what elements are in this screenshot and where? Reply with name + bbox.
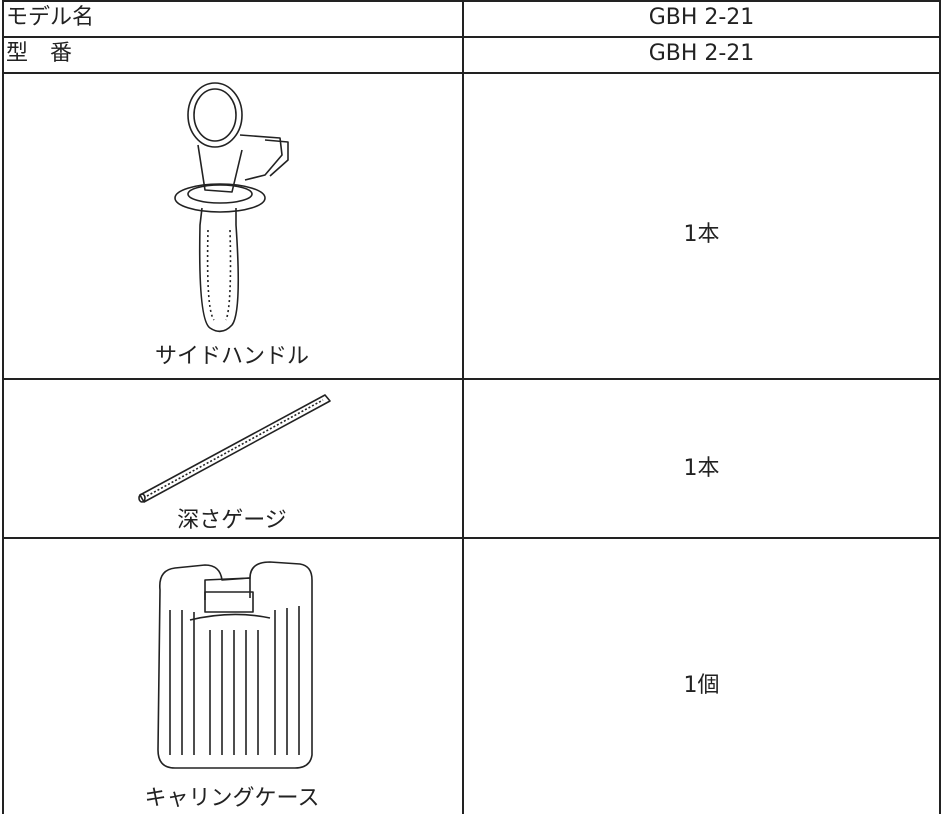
row-value: 1個 (683, 673, 720, 698)
carrying-case-illustration (157, 561, 313, 769)
row-label: モデル名 (6, 5, 95, 30)
rule (2, 378, 941, 380)
rule (2, 0, 941, 2)
row-value: 1本 (683, 456, 720, 481)
rule (939, 0, 941, 814)
row-value: GBH 2-21 (648, 41, 755, 66)
rule (2, 537, 941, 539)
rule (2, 72, 941, 74)
item-caption: キャリングケース (144, 786, 320, 811)
row-value: GBH 2-21 (648, 5, 755, 30)
side-handle-illustration (174, 82, 289, 333)
rule (462, 0, 464, 814)
row-label: 型 番 (6, 41, 73, 66)
rule (2, 0, 4, 814)
row-value: 1本 (683, 222, 720, 247)
item-caption: 深さゲージ (177, 508, 287, 533)
item-caption: サイドハンドル (154, 344, 309, 369)
depth-gauge-illustration (138, 394, 331, 503)
rule (2, 36, 941, 38)
